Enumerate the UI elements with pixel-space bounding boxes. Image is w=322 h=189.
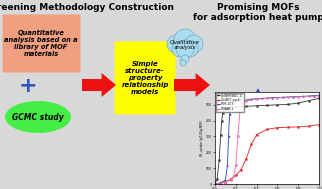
Zn(NM)(BDC-1) xyxy=(275,104,279,106)
Circle shape xyxy=(172,41,188,57)
Text: Zn(BTCPyrd): Zn(BTCPyrd) xyxy=(242,129,275,135)
Legend: Zn(NM)(BDC-1), Zn(BTC pyrd), MOF-107, MOAAF-1: Zn(NM)(BDC-1), Zn(BTC pyrd), MOF-107, MO… xyxy=(216,93,244,112)
Zn(NM)(BDC-1) xyxy=(265,104,269,106)
Zn(BTC pyrd) xyxy=(307,125,310,127)
MOAAF-1 xyxy=(265,97,269,99)
Polygon shape xyxy=(82,73,116,97)
Zn(BTC pyrd) xyxy=(255,134,259,136)
Circle shape xyxy=(176,40,194,58)
MOAAF-1 xyxy=(213,183,217,185)
Zn(BTC pyrd) xyxy=(296,126,300,128)
Zn(NM)(BDC-1) xyxy=(244,105,248,107)
Text: Promising MOFs
for adsorption heat pump: Promising MOFs for adsorption heat pump xyxy=(193,3,322,22)
Text: +: + xyxy=(19,76,37,96)
Text: MOAAF-1
MOF-107: MOAAF-1 MOF-107 xyxy=(246,107,270,119)
Zn(BTC pyrd) xyxy=(213,183,217,185)
MOAAF-1 xyxy=(240,102,244,104)
Zn(NM)(BDC-1) xyxy=(220,119,224,122)
MOF-107 xyxy=(232,102,236,104)
MOAAF-1 xyxy=(232,175,236,177)
Text: Quantitative
analysis based on a
library of MOF
materials: Quantitative analysis based on a library… xyxy=(4,29,78,57)
Polygon shape xyxy=(223,89,293,159)
MOF-107 xyxy=(312,94,316,97)
Circle shape xyxy=(182,41,198,57)
Zn(BTC pyrd) xyxy=(317,123,321,126)
MOAAF-1 xyxy=(286,96,290,98)
Zn(NM)(BDC-1) xyxy=(307,100,310,102)
MOAAF-1 xyxy=(234,164,238,166)
MOAAF-1 xyxy=(236,135,240,138)
MOF-107 xyxy=(260,97,264,99)
Zn(NM)(BDC-1) xyxy=(219,134,223,136)
MOF-107 xyxy=(228,113,232,115)
FancyBboxPatch shape xyxy=(3,15,80,73)
MOAAF-1 xyxy=(317,95,321,97)
Line: Zn(BTC pyrd): Zn(BTC pyrd) xyxy=(214,124,320,185)
FancyBboxPatch shape xyxy=(115,42,175,115)
MOAAF-1 xyxy=(244,100,248,102)
MOAAF-1 xyxy=(223,181,227,183)
MOF-107 xyxy=(218,182,222,184)
Zn(BTC pyrd) xyxy=(239,169,243,171)
MOF-107 xyxy=(223,179,227,181)
Text: Qualitative
analysis: Qualitative analysis xyxy=(170,40,200,50)
Zn(BTC pyrd) xyxy=(229,178,232,180)
MOAAF-1 xyxy=(275,97,279,99)
Zn(BTC pyrd) xyxy=(286,126,290,128)
Zn(NM)(BDC-1) xyxy=(225,107,229,109)
MOF-107 xyxy=(213,183,217,185)
Text: Simple
structure-
property
relationship
models: Simple structure- property relationship … xyxy=(121,61,169,95)
Zn(BTC pyrd) xyxy=(218,182,222,184)
Circle shape xyxy=(180,60,186,66)
Circle shape xyxy=(167,35,185,53)
MOAAF-1 xyxy=(218,182,222,185)
Zn(NM)(BDC-1) xyxy=(317,97,321,99)
MOF-107 xyxy=(250,98,253,100)
Text: GCMC study: GCMC study xyxy=(12,112,64,122)
MOF-107 xyxy=(317,94,321,96)
MOF-107 xyxy=(227,135,231,138)
MOF-107 xyxy=(239,100,243,102)
MOAAF-1 xyxy=(296,96,300,98)
Zn(NM)(BDC-1) xyxy=(217,159,221,161)
Zn(BTC pyrd) xyxy=(234,174,238,176)
Line: Zn(NM)(BDC-1): Zn(NM)(BDC-1) xyxy=(214,98,320,185)
MOAAF-1 xyxy=(307,95,310,98)
Zn(NM)(BDC-1) xyxy=(221,112,225,114)
Zn(NM)(BDC-1) xyxy=(296,102,300,104)
Zn(NM)(BDC-1) xyxy=(286,103,290,105)
Zn(NM)(BDC-1) xyxy=(215,178,219,180)
Circle shape xyxy=(185,35,203,53)
MOF-107 xyxy=(281,96,285,98)
Zn(BTC pyrd) xyxy=(250,143,253,146)
Zn(BTC pyrd) xyxy=(275,127,279,129)
Zn(NM)(BDC-1) xyxy=(223,108,226,111)
Zn(NM)(BDC-1) xyxy=(255,105,259,107)
Polygon shape xyxy=(174,73,210,97)
Line: MOAAF-1: MOAAF-1 xyxy=(214,95,320,185)
Zn(NM)(BDC-1) xyxy=(213,183,217,185)
Zn(NM)(BDC-1) xyxy=(234,106,238,108)
MOF-107 xyxy=(229,105,233,107)
Y-axis label: W. uptake (g/100g MOF): W. uptake (g/100g MOF) xyxy=(200,120,204,156)
Text: Zn-NM-BTC+: Zn-NM-BTC+ xyxy=(240,122,277,126)
MOF-107 xyxy=(301,95,305,97)
Circle shape xyxy=(174,29,196,51)
Text: Screening Methodology Construction: Screening Methodology Construction xyxy=(0,3,175,12)
Zn(BTC pyrd) xyxy=(244,157,248,160)
Ellipse shape xyxy=(5,101,71,133)
Circle shape xyxy=(181,55,189,63)
Line: MOF-107: MOF-107 xyxy=(214,94,320,185)
MOF-107 xyxy=(270,97,274,99)
MOF-107 xyxy=(225,164,229,166)
Zn(BTC pyrd) xyxy=(265,128,269,130)
MOAAF-1 xyxy=(229,179,232,181)
MOF-107 xyxy=(291,96,295,98)
Zn(BTC pyrd) xyxy=(223,180,227,183)
MOAAF-1 xyxy=(238,110,242,112)
MOAAF-1 xyxy=(255,98,259,100)
